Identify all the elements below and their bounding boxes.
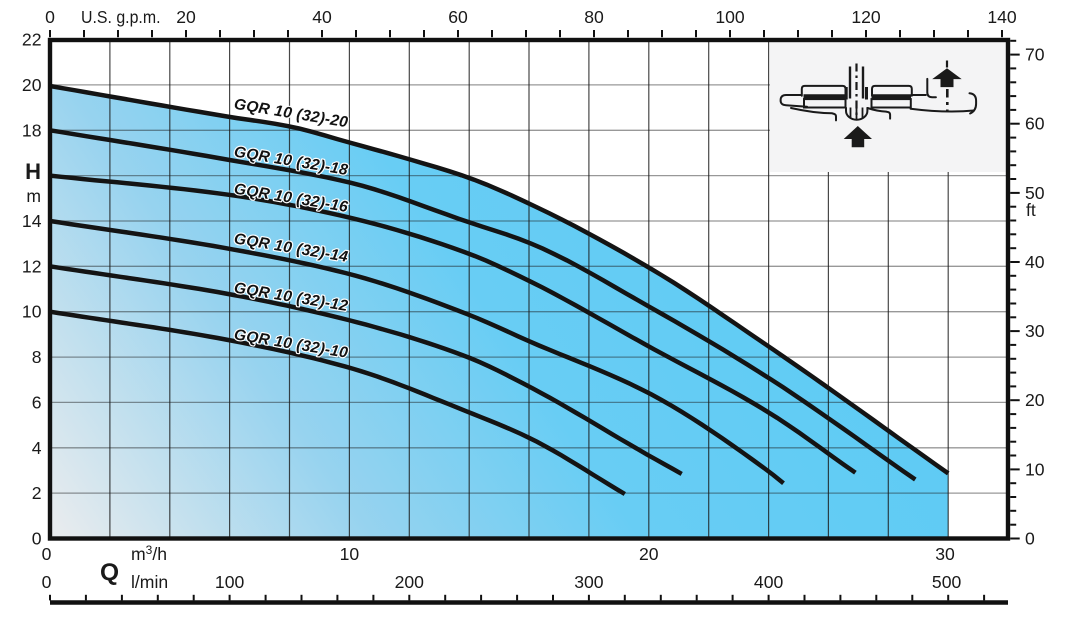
svg-text:U.S. g.p.m.: U.S. g.p.m. xyxy=(81,7,161,27)
svg-text:l/min: l/min xyxy=(131,572,168,592)
svg-text:500: 500 xyxy=(932,572,962,592)
svg-text:2: 2 xyxy=(32,483,42,503)
svg-text:10: 10 xyxy=(22,302,42,322)
svg-text:18: 18 xyxy=(22,120,42,140)
svg-text:10: 10 xyxy=(1025,459,1045,479)
svg-text:20: 20 xyxy=(176,7,196,27)
svg-text:20: 20 xyxy=(22,75,42,95)
svg-text:200: 200 xyxy=(395,572,425,592)
svg-text:20: 20 xyxy=(639,544,659,564)
svg-text:30: 30 xyxy=(1025,321,1045,341)
svg-text:m3/h: m3/h xyxy=(131,543,167,564)
svg-text:40: 40 xyxy=(1025,252,1045,272)
svg-text:6: 6 xyxy=(32,392,42,412)
svg-text:14: 14 xyxy=(22,211,42,231)
svg-text:8: 8 xyxy=(32,347,42,367)
svg-text:0: 0 xyxy=(45,7,55,27)
svg-text:12: 12 xyxy=(22,256,42,276)
svg-text:0: 0 xyxy=(42,544,52,564)
svg-text:30: 30 xyxy=(935,544,955,564)
svg-text:400: 400 xyxy=(754,572,784,592)
svg-text:100: 100 xyxy=(215,572,245,592)
svg-text:4: 4 xyxy=(32,438,42,458)
svg-text:Q: Q xyxy=(100,559,119,586)
svg-text:60: 60 xyxy=(1025,114,1045,134)
svg-text:0: 0 xyxy=(42,572,52,592)
svg-text:0: 0 xyxy=(1025,529,1035,549)
svg-text:80: 80 xyxy=(584,7,604,27)
svg-text:40: 40 xyxy=(312,7,332,27)
svg-text:0: 0 xyxy=(32,529,42,549)
svg-text:120: 120 xyxy=(851,7,881,27)
svg-text:22: 22 xyxy=(22,30,42,50)
svg-text:20: 20 xyxy=(1025,390,1045,410)
svg-text:50: 50 xyxy=(1025,183,1045,203)
svg-text:H: H xyxy=(25,159,41,184)
svg-text:300: 300 xyxy=(574,572,604,592)
svg-text:60: 60 xyxy=(448,7,468,27)
svg-text:100: 100 xyxy=(715,7,745,27)
svg-text:ft: ft xyxy=(1026,200,1036,220)
svg-text:70: 70 xyxy=(1025,45,1045,65)
svg-text:140: 140 xyxy=(987,7,1017,27)
svg-text:10: 10 xyxy=(340,544,360,564)
svg-text:m: m xyxy=(26,186,41,206)
